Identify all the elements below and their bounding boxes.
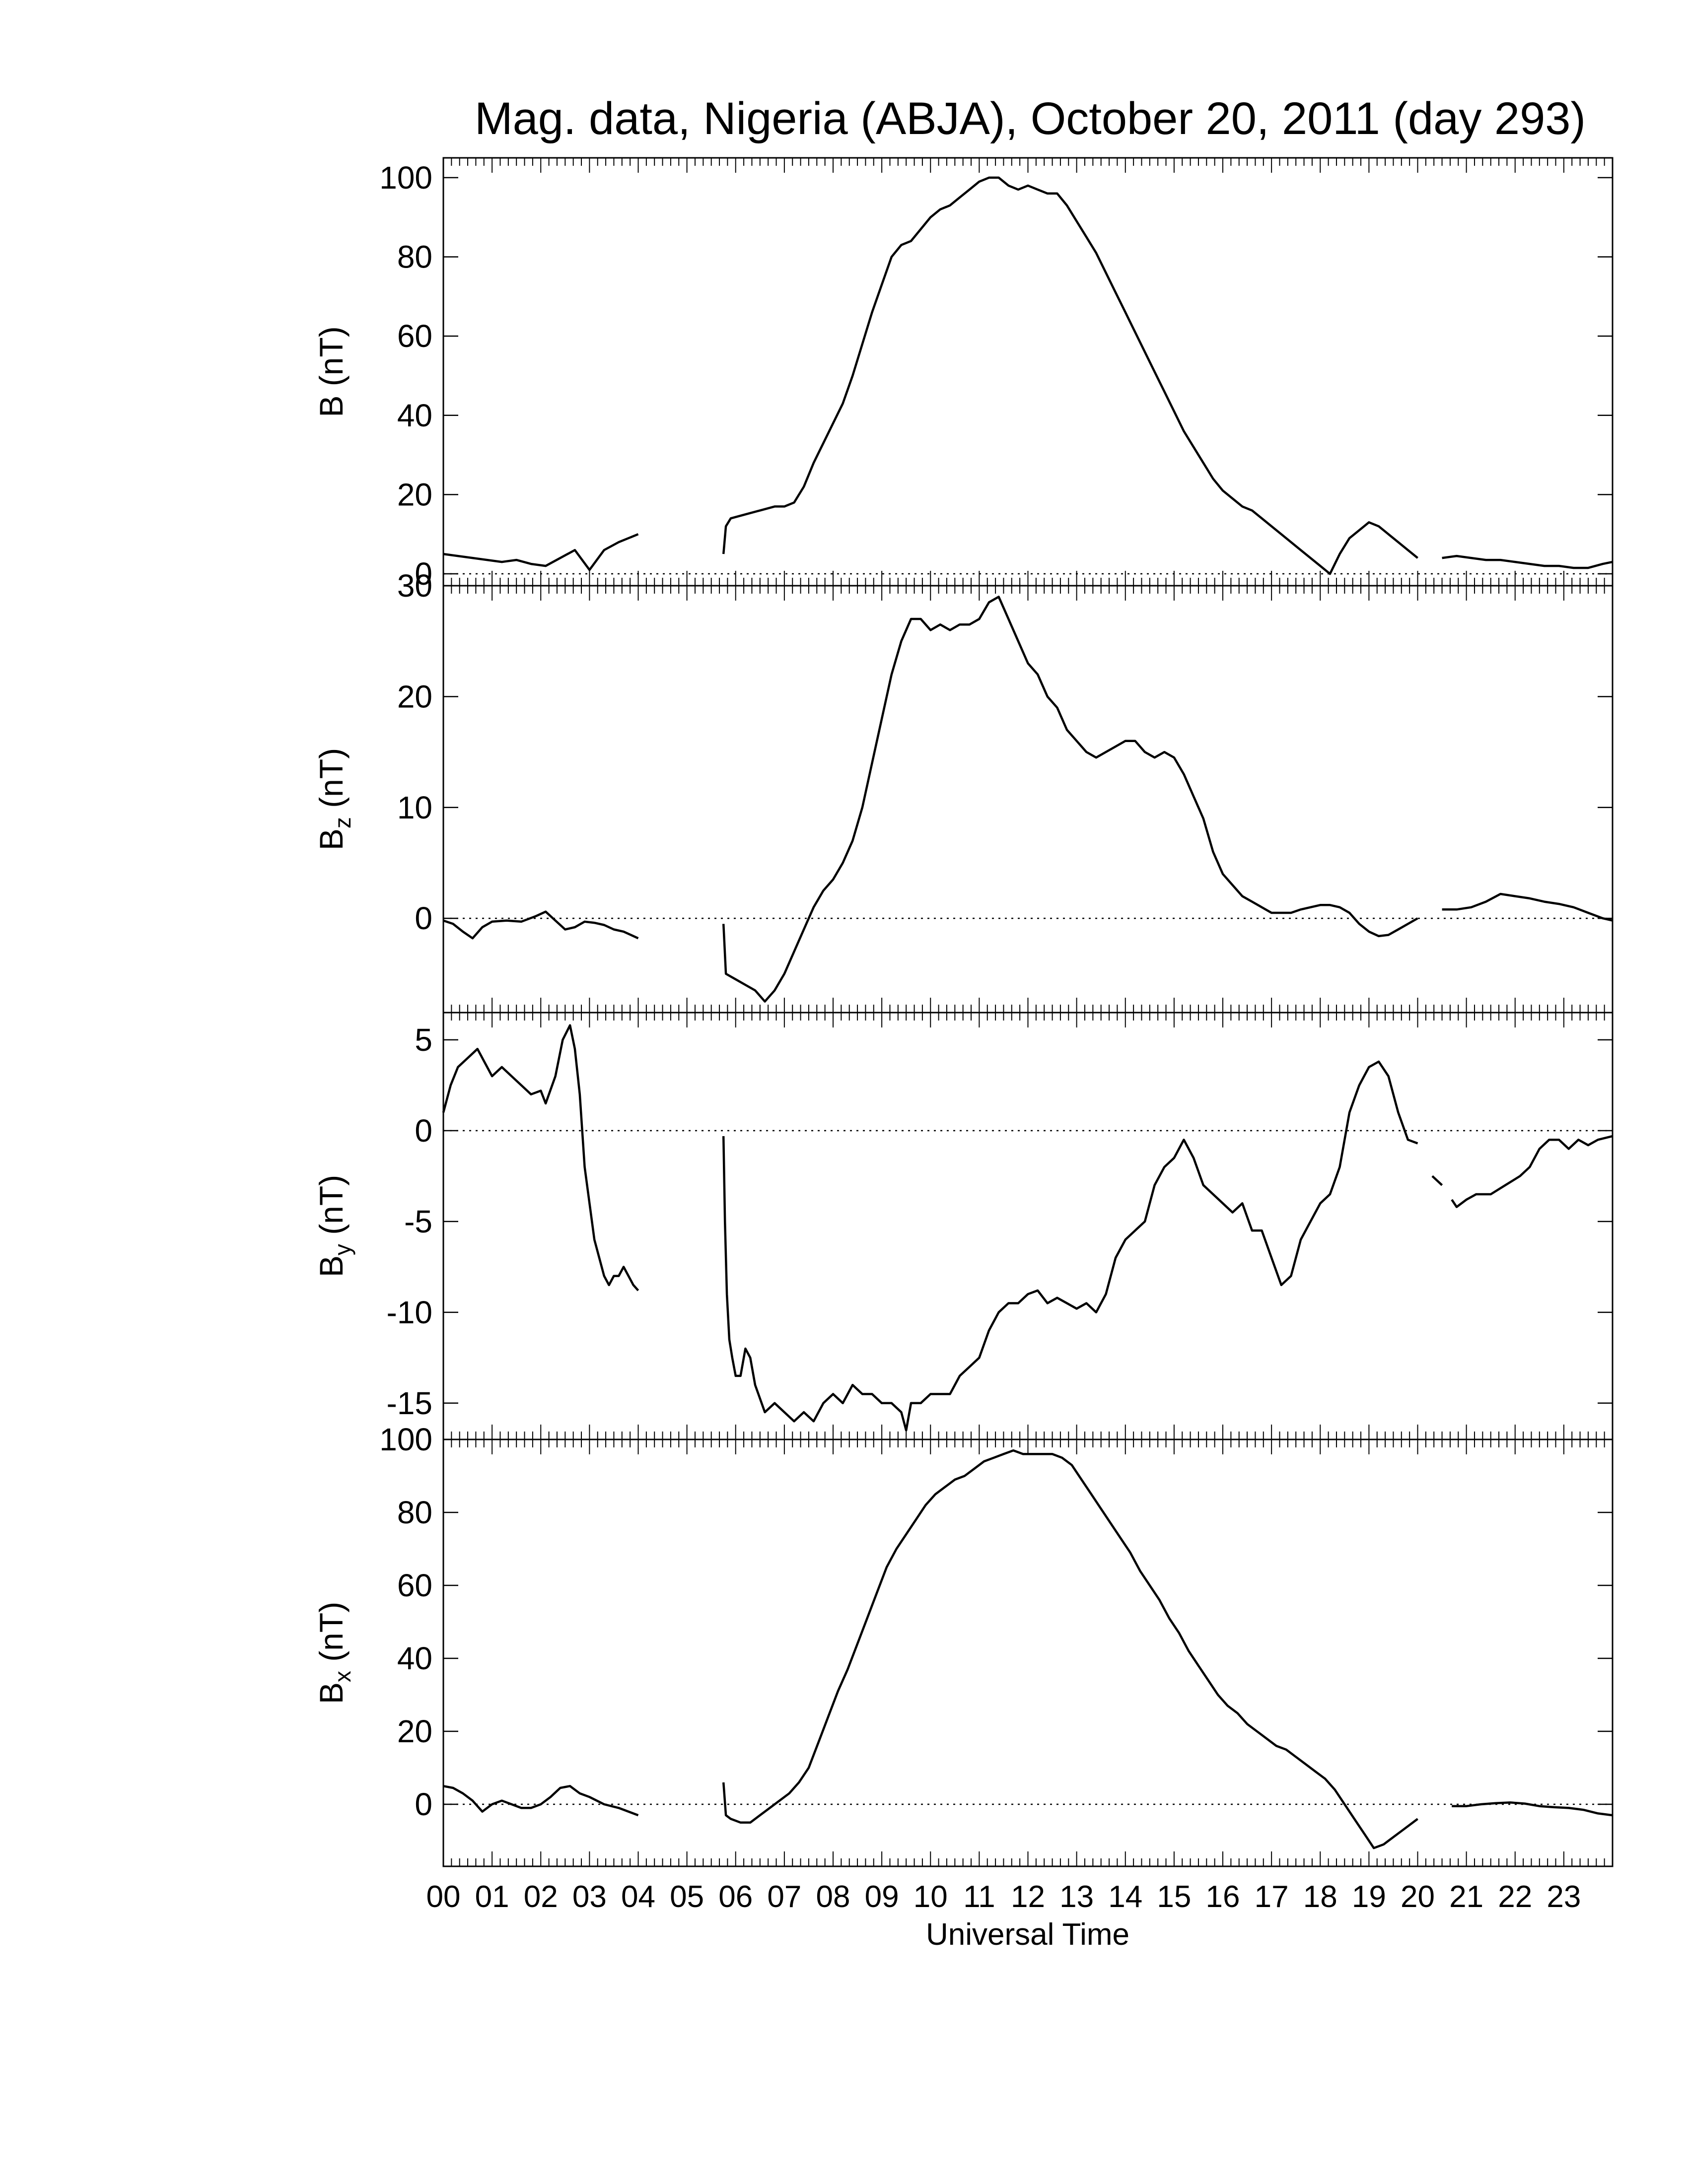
y-tick-label: 0 [415,556,432,592]
y-tick-label: 80 [397,1495,432,1530]
series-line [722,1060,1418,1432]
y-axis-label: B (nT) [313,326,350,417]
x-tick-label: 18 [1303,1880,1337,1914]
y-tick-label: 0 [415,1113,432,1149]
y-tick-label: 100 [379,160,432,196]
x-tick-label: 21 [1449,1880,1483,1914]
x-tick-label: 09 [865,1880,899,1914]
series-line [722,176,1418,575]
x-tick-label: 07 [767,1880,801,1914]
panel-0: 0 20 40 60 80 100 B (nT) [313,157,1614,592]
x-tick-label: 02 [524,1880,558,1914]
series-line [1442,554,1613,569]
x-tick-label: 10 [914,1880,948,1914]
x-axis-label: Universal Time [926,1917,1129,1952]
y-tick-label: 60 [397,1568,432,1603]
chart-title: Mag. data, Nigeria (ABJA), October 20, 2… [475,93,1586,144]
y-tick-label: 10 [397,790,432,825]
x-tick-label: 14 [1108,1880,1142,1914]
series-line [1431,1175,1443,1186]
x-tick-label: 11 [963,1880,995,1914]
series-line [442,1024,639,1292]
x-tick-label: 06 [718,1880,753,1914]
y-tick-label: 5 [415,1022,432,1058]
panel-frame [442,585,1614,1014]
y-axis-label: Bz (nT) [313,748,355,850]
y-tick-label: 0 [415,1786,432,1822]
series-line [443,533,639,571]
y-tick-label: 20 [397,1713,432,1749]
x-tick-label: 00 [426,1880,461,1914]
y-tick-label: 60 [397,318,432,354]
x-tick-label: 01 [475,1880,509,1914]
y-tick-label: 40 [397,1640,432,1676]
x-tick-label: 13 [1059,1880,1094,1914]
series-line [1442,892,1613,922]
y-tick-label: 80 [397,239,432,275]
panel-frame [442,1012,1614,1440]
x-tick-label: 05 [670,1880,704,1914]
series-line [443,910,639,940]
x-tick-label: 03 [572,1880,607,1914]
y-tick-label: 0 [415,900,432,936]
series-line [443,1785,639,1817]
y-tick-label: 20 [397,477,432,512]
y-tick-label: -10 [387,1295,433,1330]
y-tick-label: -5 [404,1204,432,1239]
y-axis-label: By (nT) [313,1175,355,1277]
x-tick-label: 22 [1498,1880,1532,1914]
x-tick-label: 19 [1352,1880,1386,1914]
series-line [1451,1135,1613,1208]
y-axis-label: Bx (nT) [313,1602,355,1704]
panel-3: 0 20 40 60 80 100 Bx (nT) 00 01 02 03 04 05 06 07 08 09 1… [313,1422,1614,1914]
panel-frame [442,157,1614,587]
panel-1: 0 10 20 30 Bz (nT) [313,568,1614,1014]
x-tick-label: 12 [1011,1880,1045,1914]
panel-2: -15 -10 -5 0 5 By (nT) [313,1012,1614,1440]
series-line [1452,1801,1613,1817]
y-tick-label: 30 [397,568,432,604]
x-tick-label: 17 [1255,1880,1289,1914]
y-tick-label: 40 [397,398,432,433]
x-tick-label: 16 [1206,1880,1240,1914]
x-tick-label: 20 [1401,1880,1435,1914]
y-tick-label: 20 [397,679,432,714]
series-line [722,1449,1418,1849]
x-tick-label: 04 [621,1880,655,1914]
x-tick-label: 08 [816,1880,850,1914]
y-tick-label: -15 [387,1385,433,1421]
series-line [722,596,1418,1003]
y-tick-label: 100 [379,1422,432,1457]
x-tick-label: 15 [1157,1880,1191,1914]
panel-frame [442,1438,1614,1867]
x-tick-label: 23 [1547,1880,1581,1914]
